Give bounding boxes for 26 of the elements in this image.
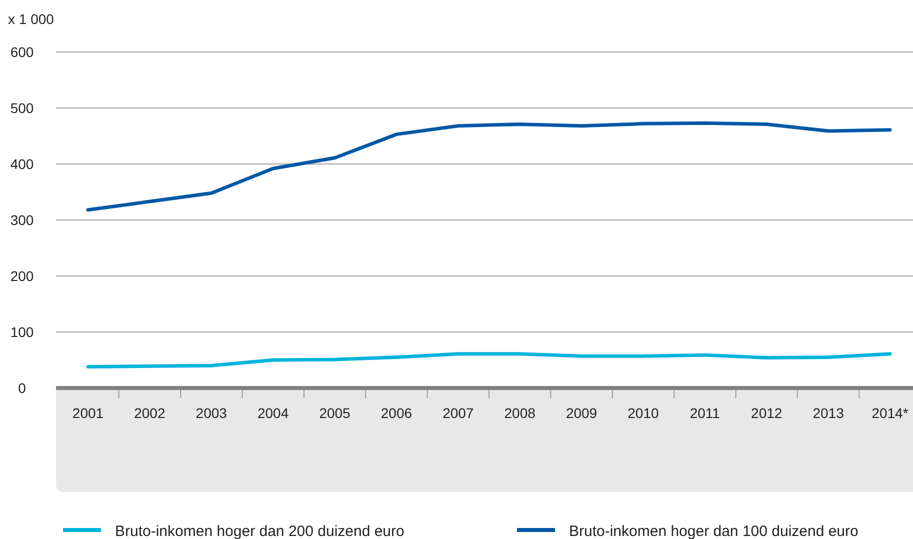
legend-label: Bruto-inkomen hoger dan 100 duizend euro [569,523,858,539]
x-tick-label: 2007 [442,405,474,421]
x-tick-label: 2003 [196,405,228,421]
x-tick-label: 2014* [872,405,909,421]
y-tick-label: 100 [10,324,34,340]
y-tick-label: 200 [10,268,34,284]
x-tick-label: 2004 [258,405,289,421]
y-tick-label: 500 [10,100,34,116]
y-axis-title: x 1 000 [8,11,54,27]
x-tick-label: 2011 [690,405,720,421]
line-series [86,352,892,368]
y-tick-label: 400 [10,156,34,172]
y-tick-label: 0 [18,380,26,396]
x-tick-label: 2008 [504,405,536,421]
x-tick-label: 2010 [628,405,660,421]
x-tick-label: 2012 [751,405,782,421]
legend-label: Bruto-inkomen hoger dan 200 duizend euro [115,523,404,539]
y-tick-label: 300 [10,212,34,228]
x-tick-label: 2001 [72,405,104,421]
line-series [86,121,892,212]
y-tick-label: 600 [10,44,34,60]
x-tick-label: 2009 [566,405,598,421]
x-tick-label: 2013 [812,405,844,421]
x-tick-label: 2006 [380,405,412,421]
x-tick-label: 2002 [134,405,166,421]
x-tick-label: 2005 [319,405,351,421]
